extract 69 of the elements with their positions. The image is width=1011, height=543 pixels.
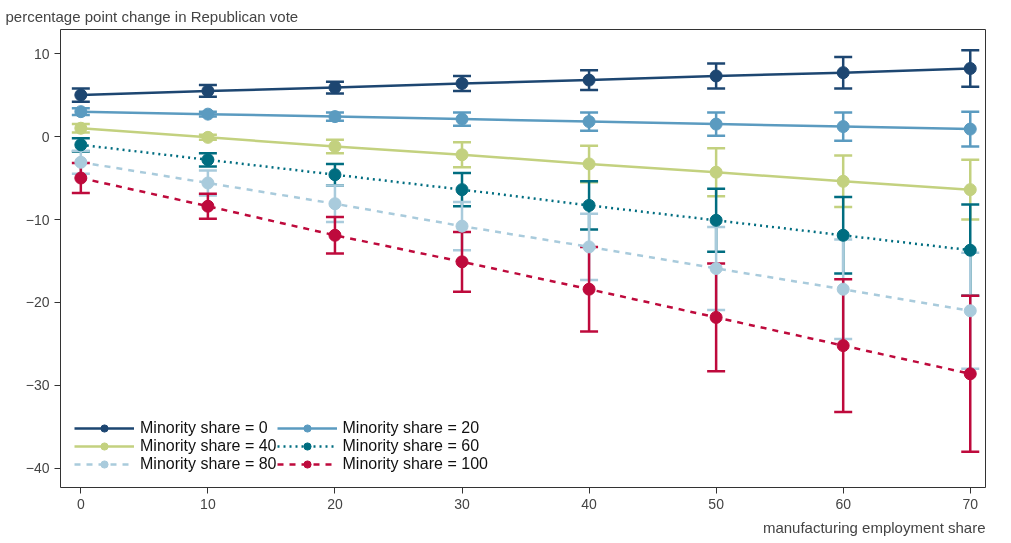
point — [836, 66, 850, 80]
point — [455, 148, 469, 162]
point — [709, 310, 723, 324]
point — [836, 174, 850, 188]
x-tick-label: 40 — [581, 495, 598, 512]
point — [455, 76, 469, 90]
legend-label: Minority share = 60 — [342, 437, 480, 455]
point — [455, 183, 469, 197]
point — [201, 176, 215, 190]
point — [709, 165, 723, 179]
point — [328, 81, 342, 95]
y-tick-label: −30 — [25, 377, 50, 394]
point — [455, 112, 469, 126]
y-tick-label: 0 — [41, 128, 50, 145]
point — [74, 88, 88, 102]
point — [201, 153, 215, 167]
legend-label: Minority share = 100 — [342, 455, 488, 473]
legend-label: Minority share = 0 — [140, 419, 268, 437]
point — [201, 84, 215, 98]
point — [836, 282, 850, 296]
x-tick-label: 70 — [962, 495, 979, 512]
point — [582, 240, 596, 254]
point — [963, 304, 977, 318]
point — [836, 228, 850, 242]
point — [709, 213, 723, 227]
point — [201, 107, 215, 121]
legend-label: Minority share = 20 — [342, 419, 480, 437]
point — [582, 198, 596, 212]
x-axis-title: manufacturing employment share — [762, 518, 986, 536]
point — [328, 228, 342, 242]
point — [582, 73, 596, 87]
point — [328, 110, 342, 124]
point — [74, 155, 88, 169]
x-tick-label: 10 — [200, 495, 216, 512]
point — [582, 282, 596, 296]
x-tick-label: 20 — [327, 495, 343, 512]
x-tick-label: 0 — [76, 495, 85, 512]
x-tick-label: 50 — [708, 495, 725, 512]
point — [455, 219, 469, 233]
y-tick-label: −20 — [25, 294, 50, 311]
point — [709, 261, 723, 275]
point — [201, 130, 215, 144]
point — [963, 183, 977, 197]
legend-label: Minority share = 80 — [140, 455, 277, 473]
point — [201, 199, 215, 213]
point — [328, 168, 342, 182]
y-tick-label: 10 — [33, 45, 50, 62]
point — [963, 122, 977, 136]
point — [836, 120, 850, 134]
point — [963, 62, 977, 75]
point — [963, 243, 977, 257]
point — [709, 117, 723, 131]
point — [963, 367, 977, 381]
point — [74, 121, 88, 135]
point — [328, 140, 342, 153]
y-axis-title: percentage point change in Republican vote — [5, 7, 299, 25]
point — [328, 197, 342, 211]
x-tick-label: 60 — [835, 495, 852, 512]
point — [74, 171, 88, 185]
point — [582, 157, 596, 171]
x-tick-label: 30 — [454, 495, 471, 512]
point — [455, 255, 469, 269]
y-tick-label: −10 — [25, 211, 50, 228]
y-tick-label: −40 — [25, 460, 50, 477]
point — [74, 105, 88, 119]
point — [836, 339, 850, 353]
point — [709, 69, 723, 83]
point — [74, 138, 88, 152]
legend-label: Minority share = 40 — [140, 437, 277, 455]
